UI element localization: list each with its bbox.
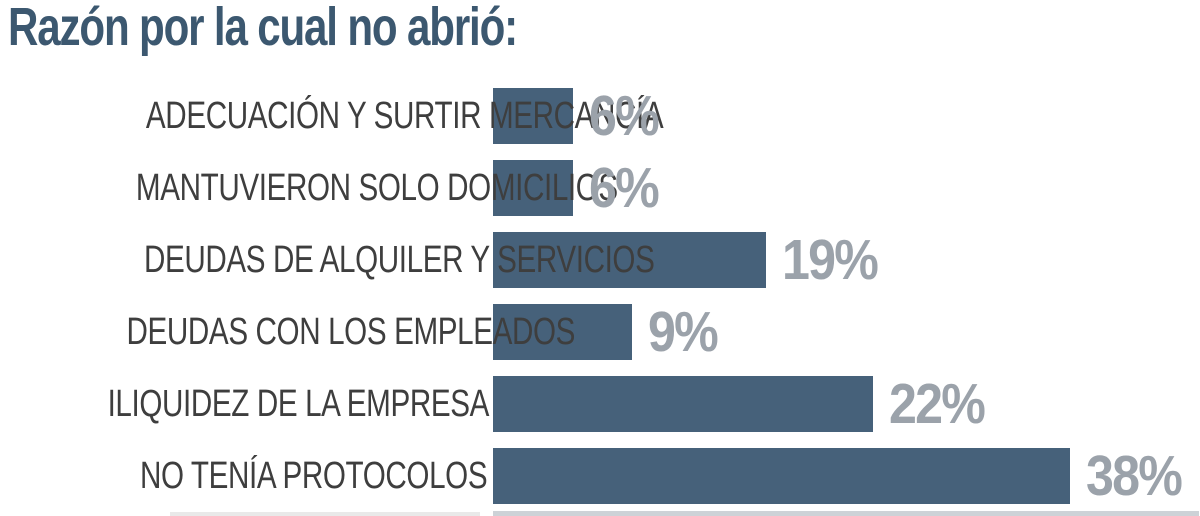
category-label: NO TENÍA PROTOCOLOS [139, 454, 488, 497]
bar [493, 376, 873, 432]
bar [493, 304, 632, 360]
cutoff-next-label-hint [170, 512, 480, 516]
bar [493, 448, 1070, 504]
value-label: 9% [648, 299, 719, 364]
bar-row: ADECUACIÓN Y SURTIR MERCANCÍA 6% [0, 80, 1200, 152]
chart-title: Razón por la cual no abrió: [8, 0, 518, 57]
bar-rows: ADECUACIÓN Y SURTIR MERCANCÍA 6% MANTUVI… [0, 80, 1200, 512]
cutoff-next-bar-hint [493, 511, 1199, 516]
bar [493, 232, 766, 288]
category-label: DEUDAS DE ALQUILER Y SERVICIOS [143, 238, 655, 281]
category-label: ILIQUIDEZ DE LA EMPRESA [107, 382, 490, 425]
bar [493, 88, 573, 144]
bar [493, 160, 573, 216]
value-label: 22% [889, 371, 986, 436]
category-label: ADECUACIÓN Y SURTIR MERCANCÍA [145, 94, 664, 137]
category-label: MANTUVIERON SOLO DOMICILIOS [135, 166, 618, 209]
bar-row: MANTUVIERON SOLO DOMICILIOS 6% [0, 152, 1200, 224]
value-label: 6% [589, 155, 660, 220]
bar-row: NO TENÍA PROTOCOLOS 38% [0, 440, 1200, 512]
value-label: 6% [589, 83, 660, 148]
value-label: 38% [1086, 443, 1183, 508]
category-label: DEUDAS CON LOS EMPLEADOS [126, 310, 576, 353]
bar-row: DEUDAS DE ALQUILER Y SERVICIOS 19% [0, 224, 1200, 296]
bar-row: ILIQUIDEZ DE LA EMPRESA 22% [0, 368, 1200, 440]
bar-row: DEUDAS CON LOS EMPLEADOS 9% [0, 296, 1200, 368]
value-label: 19% [782, 227, 879, 292]
